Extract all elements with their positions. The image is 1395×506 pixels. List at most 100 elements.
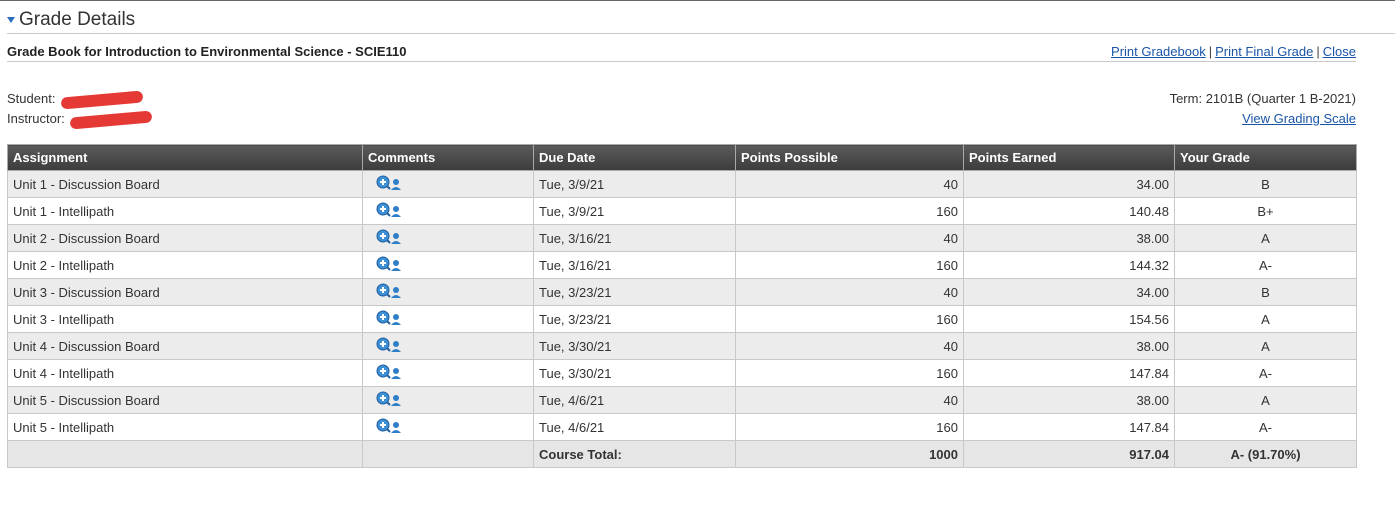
due-date-cell: Tue, 4/6/21	[533, 386, 736, 414]
table-row: Unit 2 - Discussion Board Tue, 3/16/21 40 3…	[7, 224, 1357, 252]
grades-table: Assignment Comments Due Date Points Poss…	[7, 144, 1357, 468]
comments-cell	[362, 170, 534, 198]
points-possible-cell: 40	[735, 170, 964, 198]
view-comments-icon[interactable]	[376, 175, 402, 194]
table-row: Unit 2 - Intellipath Tue, 3/16/21 160 144.3…	[7, 251, 1357, 279]
points-possible-cell: 160	[735, 197, 964, 225]
view-grading-scale-link[interactable]: View Grading Scale	[1242, 111, 1356, 126]
view-comments-icon[interactable]	[376, 310, 402, 329]
comments-cell	[362, 278, 534, 306]
col-your-grade: Your Grade	[1174, 144, 1357, 171]
points-earned-cell: 154.56	[963, 305, 1175, 333]
instructor-label: Instructor:	[7, 111, 65, 126]
assignment-cell: Unit 4 - Discussion Board	[7, 332, 363, 360]
assignment-cell: Unit 3 - Intellipath	[7, 305, 363, 333]
points-earned-cell: 147.84	[963, 359, 1175, 387]
view-comments-icon[interactable]	[376, 229, 402, 248]
comments-cell	[362, 413, 534, 441]
total-empty-cell	[362, 440, 534, 468]
table-row: Unit 4 - Discussion Board Tue, 3/30/21 40 3…	[7, 332, 1357, 360]
points-earned-cell: 38.00	[963, 224, 1175, 252]
total-points-possible: 1000	[735, 440, 964, 468]
view-comments-icon[interactable]	[376, 202, 402, 221]
assignment-cell: Unit 2 - Intellipath	[7, 251, 363, 279]
action-links: Print Gradebook | Print Final Grade | Close	[1111, 44, 1356, 59]
points-earned-cell: 38.00	[963, 386, 1175, 414]
table-row: Unit 3 - Intellipath Tue, 3/23/21 160 154.5…	[7, 305, 1357, 333]
table-row: Unit 1 - Intellipath Tue, 3/9/21 160 140.48…	[7, 197, 1357, 225]
points-possible-cell: 40	[735, 224, 964, 252]
grade-cell: A	[1174, 305, 1357, 333]
top-rule	[0, 0, 1395, 1]
grade-cell: B+	[1174, 197, 1357, 225]
gradebook-header: Grade Book for Introduction to Environme…	[7, 40, 1356, 62]
comments-cell	[362, 332, 534, 360]
grade-cell: A	[1174, 224, 1357, 252]
points-earned-cell: 140.48	[963, 197, 1175, 225]
caret-down-icon[interactable]	[7, 17, 15, 23]
print-final-grade-link[interactable]: Print Final Grade	[1215, 44, 1314, 59]
grade-cell: B	[1174, 170, 1357, 198]
close-link[interactable]: Close	[1322, 44, 1356, 59]
comments-cell	[362, 305, 534, 333]
student-label: Student:	[7, 91, 56, 106]
section-header[interactable]: Grade Details	[7, 8, 1395, 34]
grade-cell: A-	[1174, 413, 1357, 441]
view-comments-icon[interactable]	[376, 337, 402, 356]
view-comments-icon[interactable]	[376, 283, 402, 302]
points-possible-cell: 40	[735, 386, 964, 414]
view-comments-icon[interactable]	[376, 256, 402, 275]
table-row: Unit 5 - Discussion Board Tue, 4/6/21 40 38…	[7, 386, 1357, 414]
due-date-cell: Tue, 3/9/21	[533, 170, 736, 198]
table-row: Unit 1 - Discussion Board Tue, 3/9/21 40 34…	[7, 170, 1357, 198]
person-info: Student: Instructor:	[7, 89, 153, 130]
assignment-cell: Unit 5 - Discussion Board	[7, 386, 363, 414]
course-total-row: Course Total: 1000 917.04 A- (91.70%)	[7, 440, 1357, 468]
gradebook-title: Grade Book for Introduction to Environme…	[7, 44, 407, 59]
points-possible-cell: 40	[735, 278, 964, 306]
due-date-cell: Tue, 4/6/21	[533, 413, 736, 441]
assignment-cell: Unit 4 - Intellipath	[7, 359, 363, 387]
total-points-earned: 917.04	[963, 440, 1175, 468]
due-date-cell: Tue, 3/30/21	[533, 332, 736, 360]
total-grade: A- (91.70%)	[1174, 440, 1357, 468]
table-row: Unit 4 - Intellipath Tue, 3/30/21 160 147.8…	[7, 359, 1357, 387]
assignment-cell: Unit 1 - Discussion Board	[7, 170, 363, 198]
points-possible-cell: 160	[735, 251, 964, 279]
col-comments: Comments	[362, 144, 534, 171]
points-possible-cell: 160	[735, 413, 964, 441]
view-comments-icon[interactable]	[376, 418, 402, 437]
redacted-instructor-name	[70, 110, 153, 130]
points-earned-cell: 144.32	[963, 251, 1175, 279]
points-earned-cell: 34.00	[963, 170, 1175, 198]
view-comments-icon[interactable]	[376, 391, 402, 410]
col-assignment: Assignment	[7, 144, 363, 171]
col-points-possible: Points Possible	[735, 144, 964, 171]
grade-cell: A	[1174, 386, 1357, 414]
course-total-label: Course Total:	[533, 440, 736, 468]
grade-cell: A	[1174, 332, 1357, 360]
view-comments-icon[interactable]	[376, 364, 402, 383]
due-date-cell: Tue, 3/23/21	[533, 305, 736, 333]
term-text: Term: 2101B (Quarter 1 B-2021)	[1169, 91, 1356, 106]
points-earned-cell: 38.00	[963, 332, 1175, 360]
comments-cell	[362, 386, 534, 414]
term-info: Term: 2101B (Quarter 1 B-2021) View Grad…	[1170, 89, 1356, 129]
comments-cell	[362, 224, 534, 252]
print-gradebook-link[interactable]: Print Gradebook	[1111, 44, 1206, 59]
due-date-cell: Tue, 3/30/21	[533, 359, 736, 387]
total-empty-cell	[7, 440, 363, 468]
grade-cell: A-	[1174, 359, 1357, 387]
points-earned-cell: 34.00	[963, 278, 1175, 306]
redacted-student-name	[60, 90, 144, 110]
table-header-row: Assignment Comments Due Date Points Poss…	[7, 144, 1357, 171]
comments-cell	[362, 251, 534, 279]
due-date-cell: Tue, 3/16/21	[533, 224, 736, 252]
col-points-earned: Points Earned	[963, 144, 1175, 171]
comments-cell	[362, 197, 534, 225]
assignment-cell: Unit 3 - Discussion Board	[7, 278, 363, 306]
assignment-cell: Unit 1 - Intellipath	[7, 197, 363, 225]
grade-cell: A-	[1174, 251, 1357, 279]
table-row: Unit 5 - Intellipath Tue, 4/6/21 160 147.84…	[7, 413, 1357, 441]
points-earned-cell: 147.84	[963, 413, 1175, 441]
